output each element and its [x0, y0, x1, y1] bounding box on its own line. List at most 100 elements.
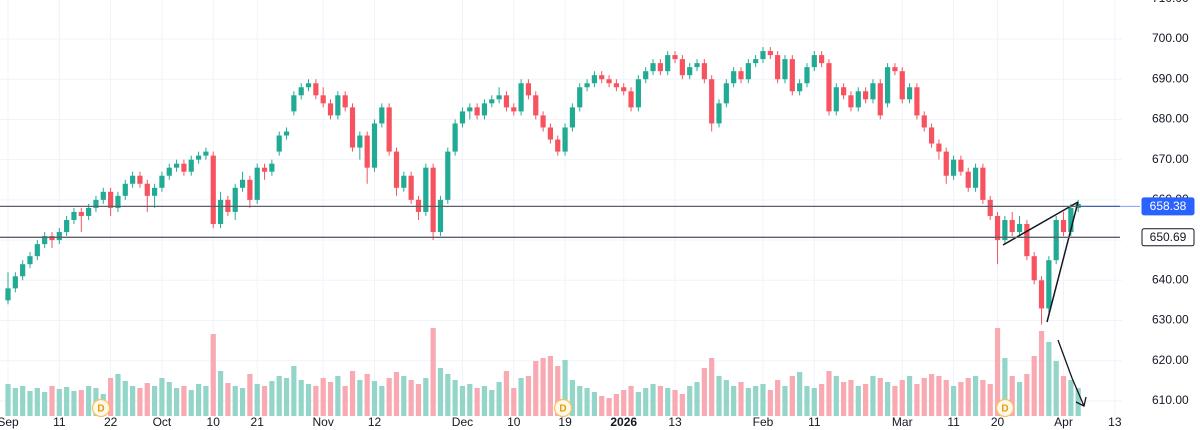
candle-body — [584, 83, 590, 88]
candle-body — [1060, 219, 1067, 233]
volume-bar — [239, 388, 246, 416]
volume-bar — [525, 376, 532, 416]
volume-bar — [56, 389, 62, 416]
volume-bar — [694, 382, 700, 416]
volume-bar — [393, 372, 400, 416]
candle-body — [980, 167, 986, 200]
candle-body — [804, 67, 810, 84]
candle-body — [613, 83, 619, 88]
volume-bar — [298, 380, 304, 416]
candle-body — [445, 151, 451, 200]
volume-bar — [1060, 376, 1067, 416]
y-tick-label: 680.00 — [1152, 112, 1189, 126]
volume-bar — [643, 388, 649, 416]
candle-body — [34, 244, 40, 257]
candle-body — [826, 63, 832, 112]
x-tick-label: Mar — [892, 415, 913, 429]
volume-bar — [760, 384, 766, 416]
volume-bar — [716, 376, 722, 416]
volume-bar — [210, 334, 216, 416]
volume-bar — [1009, 376, 1015, 416]
candle-body — [474, 107, 480, 116]
candle-body — [276, 135, 282, 152]
candle-body — [1002, 219, 1008, 241]
volume-bar — [936, 376, 942, 416]
volume-bar — [701, 368, 707, 416]
volume-bar — [159, 378, 165, 416]
candle-body — [994, 215, 1001, 241]
volume-bar — [848, 380, 854, 416]
volume-bar — [34, 388, 40, 416]
candle-body — [525, 83, 532, 96]
volume-bar — [254, 384, 260, 416]
y-tick-label: 700.00 — [1152, 31, 1189, 45]
volume-bar — [64, 387, 70, 416]
candle-body — [239, 179, 246, 188]
volume-bar — [269, 381, 275, 416]
volume-bar — [423, 378, 429, 416]
candle-body — [562, 127, 568, 152]
candle-body — [166, 167, 172, 176]
volume-bar — [540, 358, 546, 416]
y-tick-label: 710.00 — [1152, 0, 1189, 5]
candle-body — [64, 219, 70, 233]
candle-body — [298, 87, 304, 96]
candle-body — [547, 127, 554, 140]
volume-bar — [320, 378, 326, 416]
y-tick-label: 690.00 — [1152, 71, 1189, 85]
event-label: D — [97, 404, 104, 415]
volume-bar — [877, 378, 883, 416]
volume-bar — [885, 382, 891, 416]
candle-body — [481, 103, 488, 116]
volume-bar — [745, 388, 751, 416]
volume-bar — [738, 382, 744, 416]
volume-bar — [49, 386, 55, 416]
volume-bar — [181, 386, 187, 416]
x-tick-label: Feb — [753, 415, 774, 429]
candle-body — [870, 83, 876, 100]
volume-bar — [950, 386, 957, 416]
volume-bar — [122, 381, 128, 416]
volume-bar — [144, 383, 150, 416]
volume-bar — [371, 381, 378, 416]
price-badge — [1141, 197, 1195, 216]
volume-bar — [547, 356, 554, 416]
volume-bar — [841, 382, 847, 416]
volume-bar — [291, 366, 297, 416]
volume-bar — [972, 376, 979, 416]
candle-body — [775, 55, 781, 80]
candle-body — [1009, 219, 1015, 233]
candle-body — [679, 59, 685, 76]
x-tick-label: 21 — [251, 415, 265, 429]
candle-body — [371, 123, 378, 168]
volume-bar — [511, 388, 517, 416]
candle-body — [914, 87, 920, 116]
candle-body — [606, 79, 612, 84]
candle-body — [49, 236, 55, 241]
candle-body — [760, 51, 766, 60]
candle-body — [357, 135, 363, 148]
volume-pane — [5, 328, 1081, 416]
volume-bar — [342, 386, 348, 416]
candle-body — [386, 107, 392, 152]
candle-body — [511, 107, 517, 112]
grid — [0, 0, 1122, 415]
candle-body — [173, 163, 180, 168]
candle-body — [1024, 223, 1030, 257]
volume-bar — [188, 390, 194, 416]
volume-bar — [1038, 331, 1045, 416]
candle-body — [181, 163, 187, 172]
candle-body — [841, 87, 847, 96]
volume-bar — [481, 386, 488, 416]
volume-bar — [811, 388, 817, 416]
candle-body — [753, 59, 759, 64]
candle-body — [459, 111, 466, 124]
volume-bar — [599, 396, 605, 416]
volume-bar — [195, 384, 202, 416]
volume-bar — [430, 328, 436, 416]
volume-bar — [276, 376, 282, 416]
candle-body — [71, 211, 77, 220]
